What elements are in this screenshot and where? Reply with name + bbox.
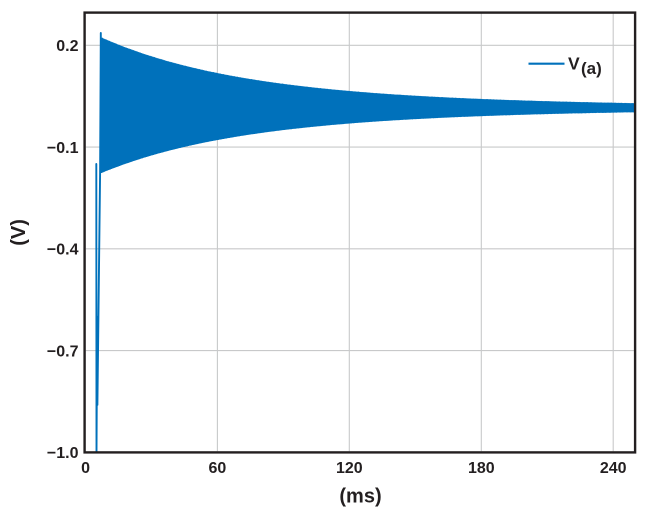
svg-text:−1.0: −1.0 (47, 445, 79, 462)
svg-text:(ms): (ms) (339, 486, 381, 508)
svg-text:−0.1: −0.1 (47, 140, 79, 157)
svg-text:−0.4: −0.4 (47, 242, 79, 259)
svg-text:V: V (568, 54, 580, 74)
svg-text:60: 60 (209, 460, 227, 477)
svg-text:180: 180 (468, 460, 495, 477)
svg-text:240: 240 (600, 460, 627, 477)
svg-text:−0.7: −0.7 (47, 343, 79, 360)
svg-text:(V): (V) (8, 219, 30, 246)
svg-text:0: 0 (81, 460, 90, 477)
svg-text:120: 120 (336, 460, 363, 477)
svg-text:0.2: 0.2 (56, 38, 78, 55)
svg-text:(a): (a) (581, 59, 602, 78)
